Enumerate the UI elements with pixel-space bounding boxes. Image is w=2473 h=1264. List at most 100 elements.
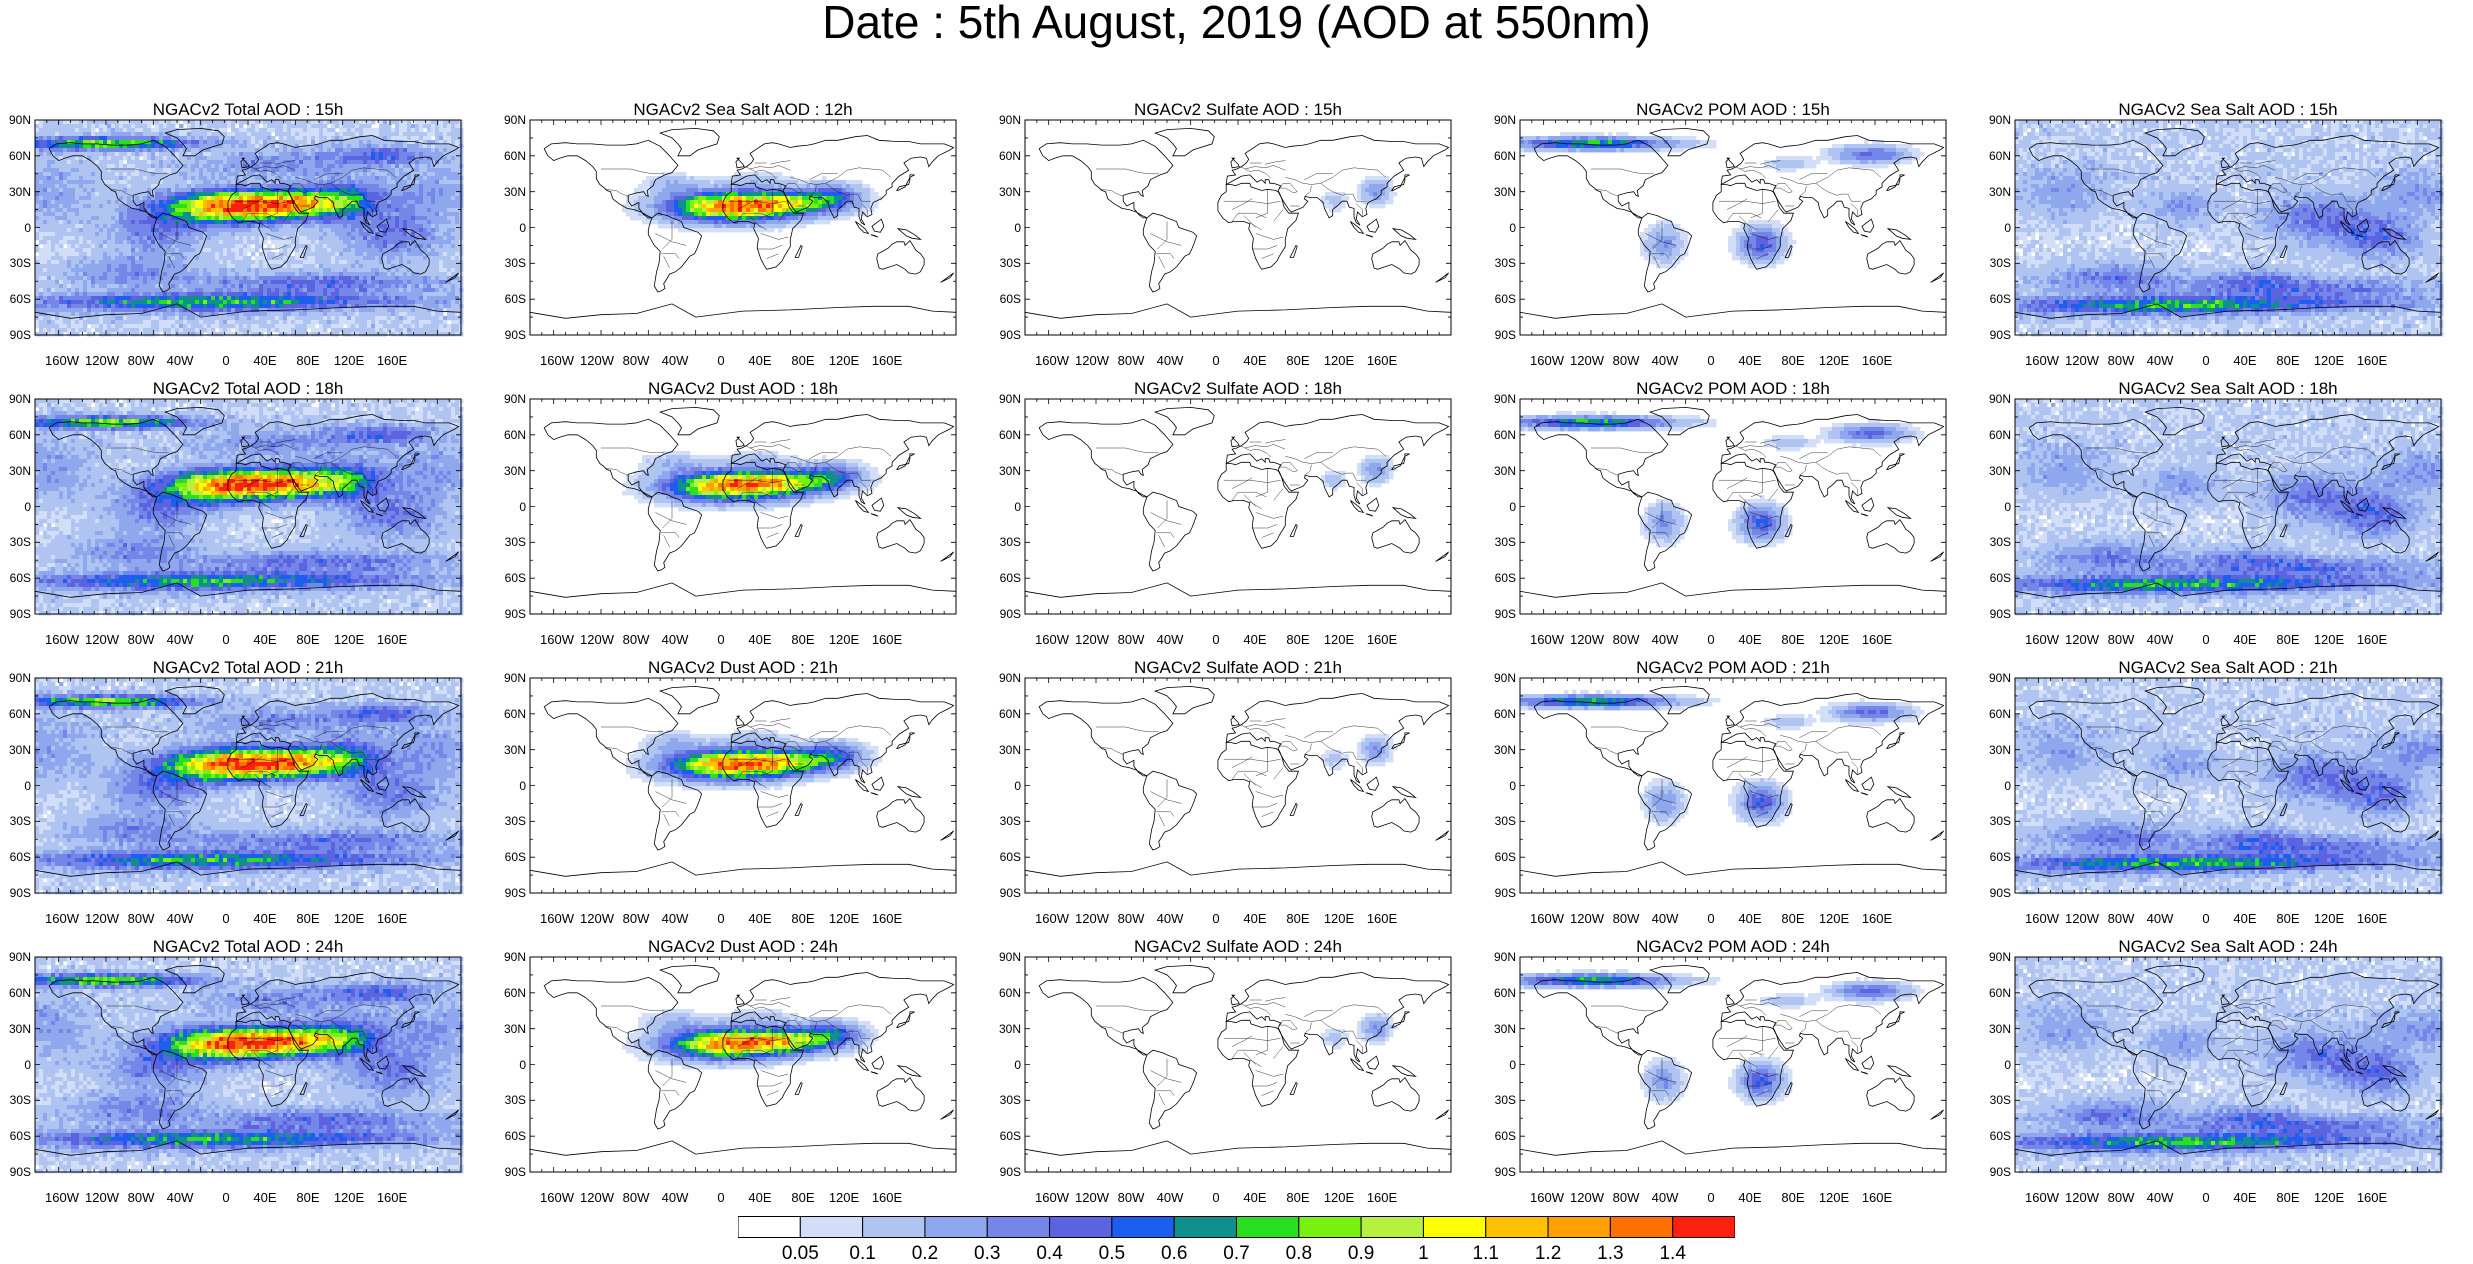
aod-cell [147,276,151,280]
aod-cell [199,172,203,176]
aod-cell [271,208,275,212]
aod-cell [311,272,315,276]
aod-cell [147,304,151,308]
aod-cell [111,180,115,184]
aod-cell [43,216,47,220]
aod-cell [391,224,395,228]
aod-cell [279,184,283,188]
aod-cell [119,128,123,132]
aod-cell [339,148,343,152]
aod-cell [127,268,131,272]
aod-cell [119,196,123,200]
aod-cell [439,220,443,224]
aod-cell [107,272,111,276]
aod-cell [215,148,219,152]
aod-cell [167,120,171,124]
aod-cell [47,164,51,168]
aod-cell [251,304,255,308]
aod-cell [243,236,247,240]
aod-cell [323,276,327,280]
aod-cell [75,128,79,132]
aod-cell [35,276,39,280]
aod-cell [295,268,299,272]
aod-cell [83,276,87,280]
aod-cell [59,300,63,304]
aod-cell [243,160,247,164]
aod-cell [455,176,459,180]
aod-cell [227,168,231,172]
aod-cell [271,136,275,140]
aod-cell [267,148,271,152]
aod-cell [207,268,211,272]
aod-cell [351,220,355,224]
aod-cell [307,148,311,152]
aod-cell [35,156,39,160]
aod-cell [199,160,203,164]
aod-cell [251,276,255,280]
aod-cell [55,228,59,232]
aod-cell [307,288,311,292]
aod-cell [451,256,455,260]
aod-cell [423,172,427,176]
aod-cell [439,260,443,264]
aod-cell [63,164,67,168]
aod-cell [371,176,375,180]
aod-cell [207,180,211,184]
aod-cell [399,184,403,188]
aod-cell [123,248,127,252]
aod-cell [271,264,275,268]
aod-cell [351,288,355,292]
aod-cell [91,148,95,152]
aod-cell [423,148,427,152]
aod-cell [439,252,443,256]
aod-cell [435,192,439,196]
aod-cell [235,280,239,284]
aod-cell [319,212,323,216]
aod-cell [183,140,187,144]
aod-cell [83,144,87,148]
aod-cell [155,192,159,196]
aod-cell [55,176,59,180]
aod-cell [291,280,295,284]
aod-cell [59,192,63,196]
aod-cell [307,244,311,248]
aod-cell [267,160,271,164]
aod-cell [119,120,123,124]
aod-cell [307,284,311,288]
aod-cell [283,240,287,244]
aod-cell [55,292,59,296]
aod-cell [391,300,395,304]
aod-cell [291,220,295,224]
aod-cell [375,188,379,192]
aod-cell [387,176,391,180]
aod-cell [375,152,379,156]
aod-cell [271,144,275,148]
aod-cell [259,292,263,296]
aod-cell [343,156,347,160]
aod-cell [375,184,379,188]
aod-cell [415,264,419,268]
aod-cell [283,248,287,252]
aod-cell [299,196,303,200]
aod-cell [319,160,323,164]
aod-cell [235,168,239,172]
aod-cell [239,248,243,252]
aod-cell [159,204,163,208]
aod-cell [251,264,255,268]
aod-cell [79,156,83,160]
aod-cell [175,280,179,284]
aod-cell [59,120,63,124]
aod-cell [299,300,303,304]
aod-cell [343,164,347,168]
aod-cell [187,140,191,144]
aod-cell [343,236,347,240]
aod-cell [123,136,127,140]
aod-cell [179,272,183,276]
aod-cell [431,124,435,128]
aod-cell [347,216,351,220]
aod-cell [119,240,123,244]
aod-cell [127,232,131,236]
aod-cell [331,244,335,248]
aod-cell [59,240,63,244]
aod-cell [399,132,403,136]
